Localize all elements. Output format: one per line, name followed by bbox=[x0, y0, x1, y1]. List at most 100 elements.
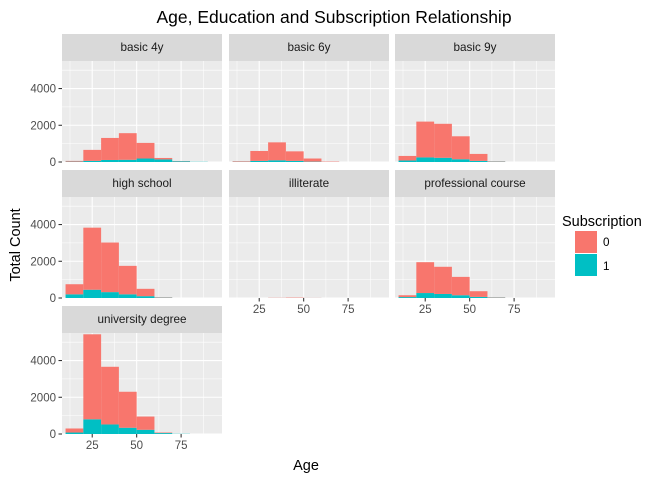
histogram-bar-not-subscribed bbox=[469, 153, 488, 161]
histogram-bar-not-subscribed bbox=[65, 284, 84, 295]
panel-background bbox=[229, 61, 389, 162]
histogram-bar-not-subscribed bbox=[250, 150, 269, 161]
histogram-bar-not-subscribed bbox=[451, 136, 470, 160]
histogram-bar-subscribed bbox=[416, 293, 435, 298]
facet-strip bbox=[395, 34, 555, 61]
histogram-bar-subscribed bbox=[83, 160, 102, 162]
y-tick-label: 2000 bbox=[30, 256, 56, 268]
x-tick-label: 50 bbox=[297, 304, 310, 316]
facet-strip bbox=[62, 34, 222, 61]
legend: Subscription 0 1 bbox=[562, 214, 642, 276]
histogram-bar-not-subscribed bbox=[118, 265, 137, 295]
x-tick-label: 50 bbox=[130, 440, 143, 452]
histogram-bar-subscribed bbox=[101, 424, 119, 434]
chart-title: Age, Education and Subscription Relation… bbox=[156, 7, 511, 27]
y-tick-label: 4000 bbox=[30, 84, 56, 96]
y-tick-label: 0 bbox=[50, 157, 56, 169]
legend-label-1: 1 bbox=[603, 260, 610, 273]
histogram-bar-not-subscribed bbox=[136, 416, 155, 430]
facet-panel: basic 4y 0 2000 4000 bbox=[30, 34, 222, 169]
histogram-bar-not-subscribed bbox=[65, 428, 84, 433]
x-tick-label: 25 bbox=[419, 304, 432, 316]
histogram-bar-not-subscribed bbox=[83, 227, 102, 290]
facet-strip-label: high school bbox=[112, 177, 171, 190]
facet-panel: basic 6y bbox=[229, 34, 389, 163]
histogram-bar-not-subscribed bbox=[303, 158, 322, 162]
facet-strip-label: basic 6y bbox=[288, 41, 331, 54]
histogram-bar-subscribed bbox=[451, 295, 470, 298]
legend-title: Subscription bbox=[562, 214, 642, 230]
histogram-bar-subscribed bbox=[398, 160, 417, 162]
histogram-bar-not-subscribed bbox=[101, 137, 119, 160]
histogram-bar-subscribed bbox=[268, 160, 286, 162]
histogram-bar-subscribed bbox=[136, 296, 155, 298]
facet-strip bbox=[229, 170, 389, 197]
facet-strip-label: university degree bbox=[97, 313, 186, 326]
x-tick-label: 75 bbox=[508, 304, 521, 316]
histogram-bar-not-subscribed bbox=[434, 123, 452, 158]
histogram-bar-subscribed bbox=[172, 161, 190, 162]
x-tick-label: 75 bbox=[175, 440, 188, 452]
facet-strip bbox=[395, 170, 555, 197]
x-tick-label: 50 bbox=[463, 304, 476, 316]
histogram-bar-subscribed bbox=[83, 419, 102, 434]
histogram-bar-not-subscribed bbox=[154, 157, 173, 160]
histogram-bar-not-subscribed bbox=[65, 160, 84, 162]
x-tick-label: 25 bbox=[86, 440, 99, 452]
histogram-bar-not-subscribed bbox=[268, 142, 286, 161]
histogram-bar-subscribed bbox=[434, 157, 452, 162]
histogram-bar-subscribed bbox=[101, 159, 119, 162]
facet-panels: basic 4y 0 2000 4000 basic 6y basic 9y high sc… bbox=[30, 34, 555, 452]
histogram-bar-subscribed bbox=[398, 297, 417, 298]
histogram-bar-subscribed bbox=[118, 427, 137, 434]
histogram-bar-subscribed bbox=[83, 289, 102, 298]
facet-strip-label: professional course bbox=[424, 177, 525, 190]
y-tick-label: 2000 bbox=[30, 392, 56, 404]
histogram-bar-not-subscribed bbox=[136, 142, 155, 159]
histogram-bar-not-subscribed bbox=[469, 291, 488, 297]
facet-panel: professional course 25 50 75 bbox=[395, 170, 555, 316]
panel-background bbox=[229, 197, 389, 298]
x-tick-label: 75 bbox=[342, 304, 355, 316]
histogram-bar-subscribed bbox=[65, 432, 84, 434]
histogram-bar-not-subscribed bbox=[101, 242, 119, 293]
y-tick-label: 4000 bbox=[30, 220, 56, 232]
histogram-bar-subscribed bbox=[136, 429, 155, 434]
legend-key-1 bbox=[575, 254, 597, 276]
y-tick-label: 0 bbox=[50, 293, 56, 305]
facet-panel: illiterate 25 50 75 bbox=[229, 170, 389, 316]
histogram-bar-not-subscribed bbox=[416, 262, 435, 294]
y-tick-label: 4000 bbox=[30, 356, 56, 368]
facet-strip bbox=[62, 170, 222, 197]
facet-panel: basic 9y bbox=[395, 34, 555, 163]
histogram-bar-not-subscribed bbox=[232, 161, 251, 162]
histogram-bar-not-subscribed bbox=[154, 432, 173, 434]
histogram-bar-not-subscribed bbox=[451, 276, 470, 296]
histogram-bar-subscribed bbox=[154, 433, 173, 434]
histogram-bar-subscribed bbox=[101, 292, 119, 298]
histogram-bar-not-subscribed bbox=[118, 133, 137, 160]
histogram-bar-not-subscribed bbox=[416, 121, 435, 158]
histogram-bar-not-subscribed bbox=[434, 266, 452, 294]
histogram-bar-subscribed bbox=[416, 157, 435, 162]
histogram-bar-subscribed bbox=[118, 294, 137, 298]
facet-strip-label: basic 4y bbox=[121, 41, 164, 54]
facet-strip-label: illiterate bbox=[289, 177, 329, 190]
histogram-bar-subscribed bbox=[451, 159, 470, 162]
histogram-bar-subscribed bbox=[469, 296, 488, 298]
facet-strip bbox=[62, 306, 222, 333]
histogram-bar-not-subscribed bbox=[83, 149, 102, 161]
histogram-bar-subscribed bbox=[434, 293, 452, 298]
histogram-bar-subscribed bbox=[250, 160, 269, 162]
histogram-bar-subscribed bbox=[285, 160, 304, 162]
histogram-bar-subscribed bbox=[65, 294, 84, 298]
y-tick-label: 0 bbox=[50, 429, 56, 441]
facet-panel: high school 0 2000 4000 bbox=[30, 170, 222, 305]
histogram-bar-not-subscribed bbox=[118, 391, 137, 428]
histogram-bar-not-subscribed bbox=[136, 288, 155, 297]
facet-panel: university degree 0 2000 4000 25 50 75 bbox=[30, 306, 222, 452]
histogram-bar-not-subscribed bbox=[285, 151, 304, 161]
histogram-bar-subscribed bbox=[469, 160, 488, 162]
histogram-bar-subscribed bbox=[154, 159, 173, 162]
